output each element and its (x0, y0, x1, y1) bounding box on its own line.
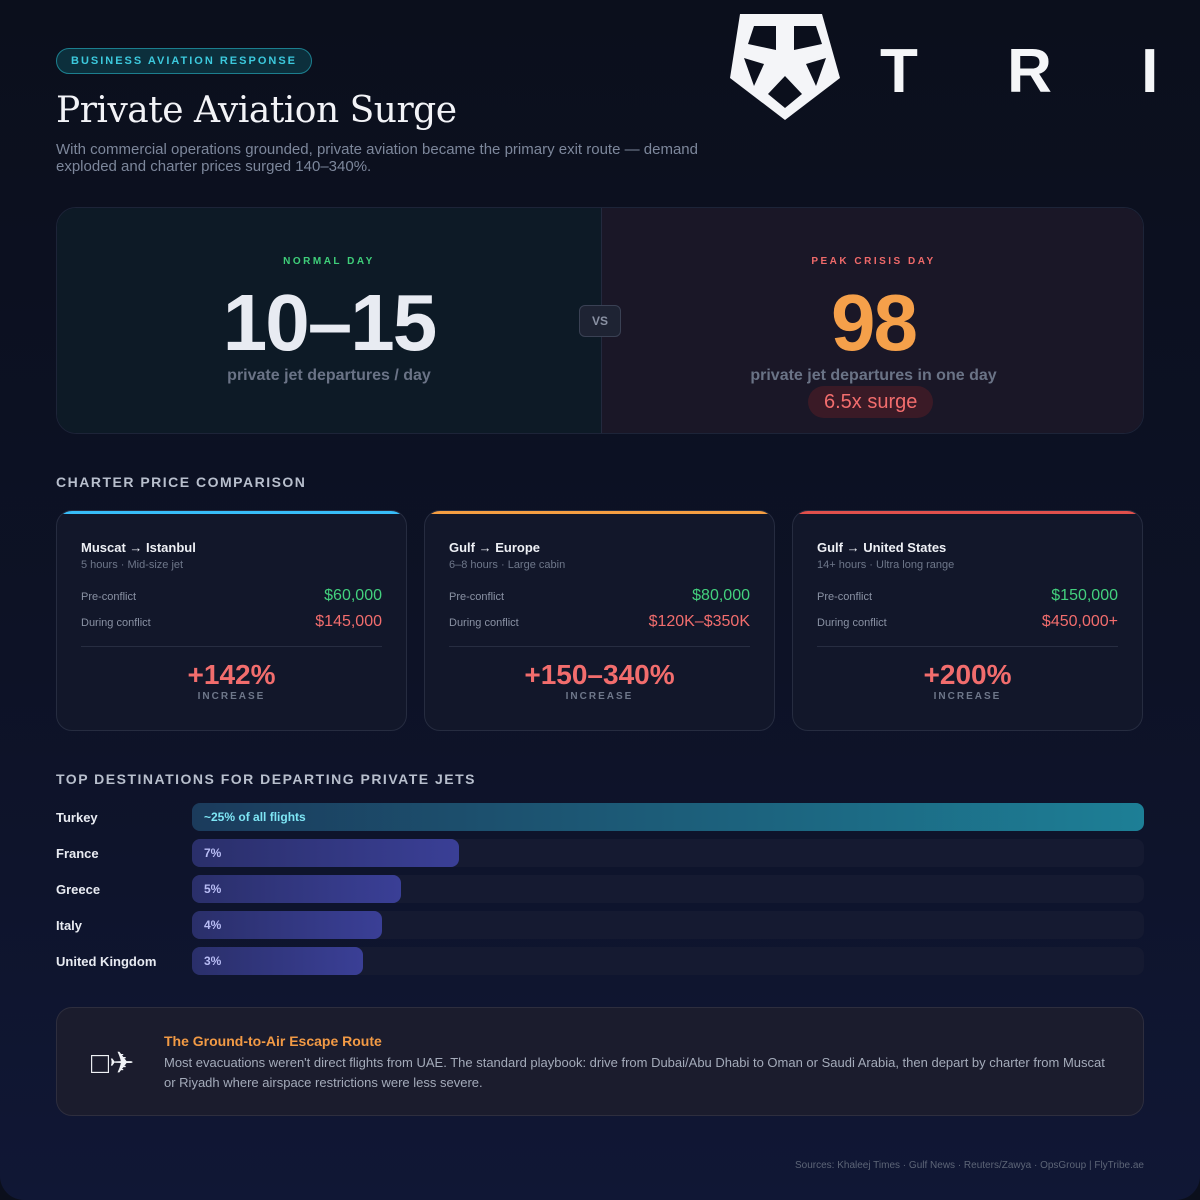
destination-name: Greece (56, 882, 101, 897)
destination-bar-track: 4% (192, 911, 1144, 939)
destination-bar: 3% (192, 947, 363, 975)
during-conflict-row: During conflict $145,000 (81, 613, 382, 633)
card-accent-bar (57, 511, 406, 514)
destination-bar-track: 5% (192, 875, 1144, 903)
during-conflict-row: During conflict $120K–$350K (449, 613, 750, 633)
destination-bar-track: 7% (192, 839, 1144, 867)
pre-conflict-label: Pre-conflict (81, 591, 137, 603)
destination-name: United Kingdom (56, 954, 157, 969)
during-conflict-label: During conflict (81, 617, 151, 629)
card-meta: 5 hours · Mid-size jet (81, 559, 184, 571)
escape-route-note: □✈ The Ground-to-Air Escape Route Most e… (56, 1007, 1144, 1116)
destination-bar: 7% (192, 839, 459, 867)
during-conflict-row: During conflict $450,000+ (817, 613, 1118, 633)
pre-conflict-label: Pre-conflict (449, 591, 505, 603)
card-meta: 14+ hours · Ultra long range (817, 559, 955, 571)
card-accent-bar (425, 511, 774, 514)
surge-badge: 6.5x surge (808, 386, 934, 418)
pre-conflict-price: $60,000 (324, 587, 382, 604)
during-conflict-price: $450,000+ (1041, 613, 1118, 630)
pre-conflict-label: Pre-conflict (817, 591, 873, 603)
normal-day-panel: NORMAL DAY 10–15 private jet departures … (57, 208, 601, 433)
destination-row: Greece 5% (56, 875, 1144, 903)
pre-conflict-row: Pre-conflict $60,000 (81, 587, 382, 607)
normal-day-value: 10–15 (222, 278, 437, 367)
destination-share: 5% (204, 882, 222, 896)
card-divider (81, 646, 382, 647)
price-card: Muscat → Istanbul 5 hours · Mid-size jet… (56, 510, 407, 731)
price-card: Gulf → United States 14+ hours · Ultra l… (792, 510, 1143, 731)
normal-day-label: NORMAL DAY (283, 256, 375, 267)
card-accent-bar (793, 511, 1142, 514)
pre-conflict-row: Pre-conflict $80,000 (449, 587, 750, 607)
card-meta: 6–8 hours · Large cabin (449, 559, 566, 571)
card-route: Gulf → United States (817, 540, 947, 555)
peak-day-caption: private jet departures in one day (750, 367, 997, 384)
peak-day-label: PEAK CRISIS DAY (811, 256, 936, 267)
destination-name: Turkey (56, 810, 98, 825)
card-route: Gulf → Europe (449, 540, 540, 555)
pre-conflict-row: Pre-conflict $150,000 (817, 587, 1118, 607)
destination-bar: 4% (192, 911, 382, 939)
destination-name: France (56, 846, 99, 861)
peak-day-value: 98 (831, 278, 918, 367)
pre-conflict-price: $80,000 (692, 587, 750, 604)
sources-footer: Sources: Khaleej Times · Gulf News · Reu… (794, 1160, 1144, 1171)
destinations-section-heading: TOP DESTINATIONS FOR DEPARTING PRIVATE J… (56, 771, 476, 787)
card-divider (449, 646, 750, 647)
car-plane-icon: □✈ (91, 1047, 135, 1080)
card-increase-percent: +150–340% (524, 659, 675, 690)
charter-section-heading: CHARTER PRICE COMPARISON (56, 474, 307, 490)
category-badge: BUSINESS AVIATION RESPONSE (56, 48, 312, 74)
departures-comparison: NORMAL DAY 10–15 private jet departures … (56, 207, 1144, 434)
destination-bar-track: 3% (192, 947, 1144, 975)
destination-row: France 7% (56, 839, 1144, 867)
tribe-logo-icon (730, 14, 840, 120)
brand-wordmark: T R I B E (880, 37, 1200, 106)
card-increase-label: INCREASE (565, 691, 634, 702)
destination-row: Turkey ~25% of all flights (56, 803, 1144, 831)
destination-bar: ~25% of all flights (192, 803, 1144, 831)
destination-row: Italy 4% (56, 911, 1144, 939)
during-conflict-label: During conflict (817, 617, 887, 629)
card-increase-percent: +142% (187, 659, 276, 690)
during-conflict-price: $120K–$350K (648, 613, 750, 630)
peak-day-panel: PEAK CRISIS DAY 98 private jet departure… (601, 208, 1143, 433)
destination-bar-track: ~25% of all flights (192, 803, 1144, 831)
destination-share: ~25% of all flights (204, 810, 306, 824)
note-heading: The Ground-to-Air Escape Route (164, 1033, 382, 1049)
card-increase-percent: +200% (923, 659, 1012, 690)
card-divider (817, 646, 1118, 647)
note-text: Most evacuations weren't direct flights … (164, 1055, 1105, 1090)
destination-bar: 5% (192, 875, 401, 903)
page-subtitle: With commercial operations grounded, pri… (56, 141, 698, 175)
price-card: Gulf → Europe 6–8 hours · Large cabin Pr… (424, 510, 775, 731)
destination-share: 4% (204, 918, 222, 932)
during-conflict-label: During conflict (449, 617, 519, 629)
vs-badge: VS (579, 305, 621, 337)
destination-name: Italy (56, 918, 83, 933)
destination-share: 3% (204, 954, 222, 968)
card-increase-label: INCREASE (933, 691, 1002, 702)
card-route: Muscat → Istanbul (81, 540, 196, 555)
card-increase-label: INCREASE (197, 691, 266, 702)
destination-share: 7% (204, 846, 222, 860)
destination-row: United Kingdom 3% (56, 947, 1144, 975)
during-conflict-price: $145,000 (315, 613, 382, 630)
pre-conflict-price: $150,000 (1051, 587, 1118, 604)
page-title: Private Aviation Surge (56, 90, 457, 131)
normal-day-caption: private jet departures / day (227, 367, 431, 384)
